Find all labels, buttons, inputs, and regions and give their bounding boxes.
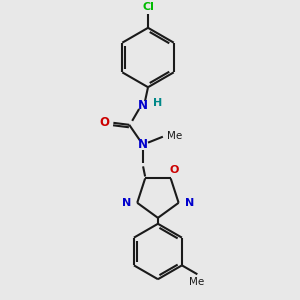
- Text: H: H: [153, 98, 162, 108]
- Text: Me: Me: [167, 131, 182, 141]
- Text: N: N: [138, 138, 148, 151]
- Text: O: O: [99, 116, 110, 129]
- Text: N: N: [184, 198, 194, 208]
- Text: Cl: Cl: [142, 2, 154, 12]
- Text: O: O: [170, 166, 179, 176]
- Text: Me: Me: [189, 277, 204, 287]
- Text: N: N: [138, 98, 148, 112]
- Text: N: N: [122, 198, 131, 208]
